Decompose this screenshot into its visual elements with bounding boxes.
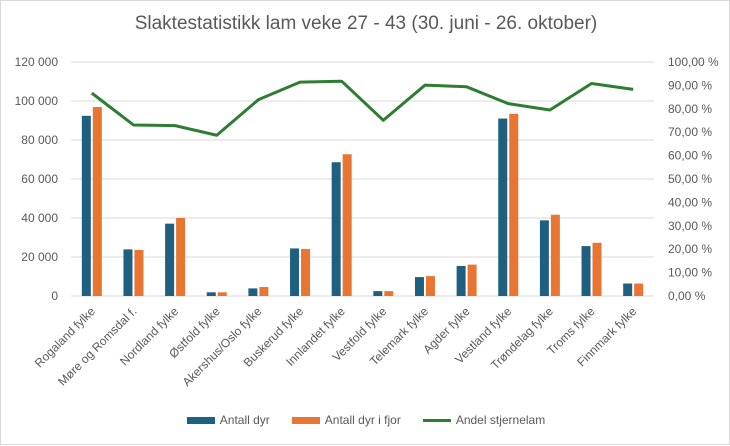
legend-item-andel-stjernelam[interactable]: Andel stjernelam [423,413,545,427]
legend-swatch [187,417,215,424]
bar-antall-dyr [498,119,507,296]
y-tick-right: 0,00 % [668,289,706,303]
bar-antall-dyr [457,266,466,296]
y-tick-left: 20 000 [21,250,58,264]
bar-antall-dyr [415,277,424,296]
y-tick-right: 60,00 % [668,149,712,163]
y-tick-right: 40,00 % [668,195,712,209]
bar-antall-dyr-i-fjor [176,218,185,296]
y-tick-left: 100 000 [15,94,59,108]
y-tick-left: 120 000 [15,55,59,69]
legend-swatch [292,417,320,424]
bar-antall-dyr-i-fjor [468,265,477,296]
bar-antall-dyr [332,162,341,296]
y-tick-left: 60 000 [21,172,58,186]
y-tick-right: 70,00 % [668,125,712,139]
line-andel-stjernelam [92,81,633,135]
bar-antall-dyr [82,116,91,296]
bar-antall-dyr [123,249,132,296]
bar-antall-dyr-i-fjor [384,291,393,296]
bar-antall-dyr-i-fjor [343,154,352,296]
y-tick-right: 30,00 % [668,219,712,233]
bar-antall-dyr [248,288,257,296]
bar-antall-dyr-i-fjor [551,215,560,296]
y-tick-right: 10,00 % [668,266,712,280]
y-tick-right: 90,00 % [668,78,712,92]
bar-antall-dyr-i-fjor [426,276,435,296]
legend-label: Andel stjernelam [456,413,545,427]
bar-antall-dyr-i-fjor [301,249,310,296]
y-tick-right: 50,00 % [668,172,712,186]
bar-antall-dyr [582,246,591,296]
y-tick-left: 0 [51,289,58,303]
bar-antall-dyr-i-fjor [218,292,227,296]
y-tick-right: 20,00 % [668,242,712,256]
legend-swatch [423,419,451,422]
y-tick-left: 80 000 [21,133,58,147]
bar-antall-dyr [373,291,382,296]
bar-antall-dyr [207,292,216,296]
legend-item-antall-dyr[interactable]: Antall dyr [187,413,270,427]
x-tick-label: Møre og Romsdal f. [55,304,139,388]
y-tick-left: 40 000 [21,211,58,225]
bar-antall-dyr-i-fjor [509,114,518,296]
x-tick-label: Akershus/Oslo fylke [180,304,265,389]
legend: Antall dyr Antall dyr i fjor Andel stjer… [1,413,730,427]
y-tick-right: 80,00 % [668,102,712,116]
bar-antall-dyr-i-fjor [634,284,643,296]
bar-antall-dyr [540,220,549,296]
y-tick-right: 100,00 % [668,55,719,69]
legend-label: Antall dyr i fjor [325,413,401,427]
bar-antall-dyr-i-fjor [134,250,143,296]
bar-antall-dyr-i-fjor [259,287,268,296]
legend-label: Antall dyr [220,413,270,427]
bar-antall-dyr [165,224,174,296]
bar-antall-dyr-i-fjor [593,243,602,296]
bar-antall-dyr-i-fjor [93,107,102,296]
bar-antall-dyr [623,284,632,296]
bar-antall-dyr [290,248,299,296]
legend-item-antall-dyr-i-fjor[interactable]: Antall dyr i fjor [292,413,401,427]
